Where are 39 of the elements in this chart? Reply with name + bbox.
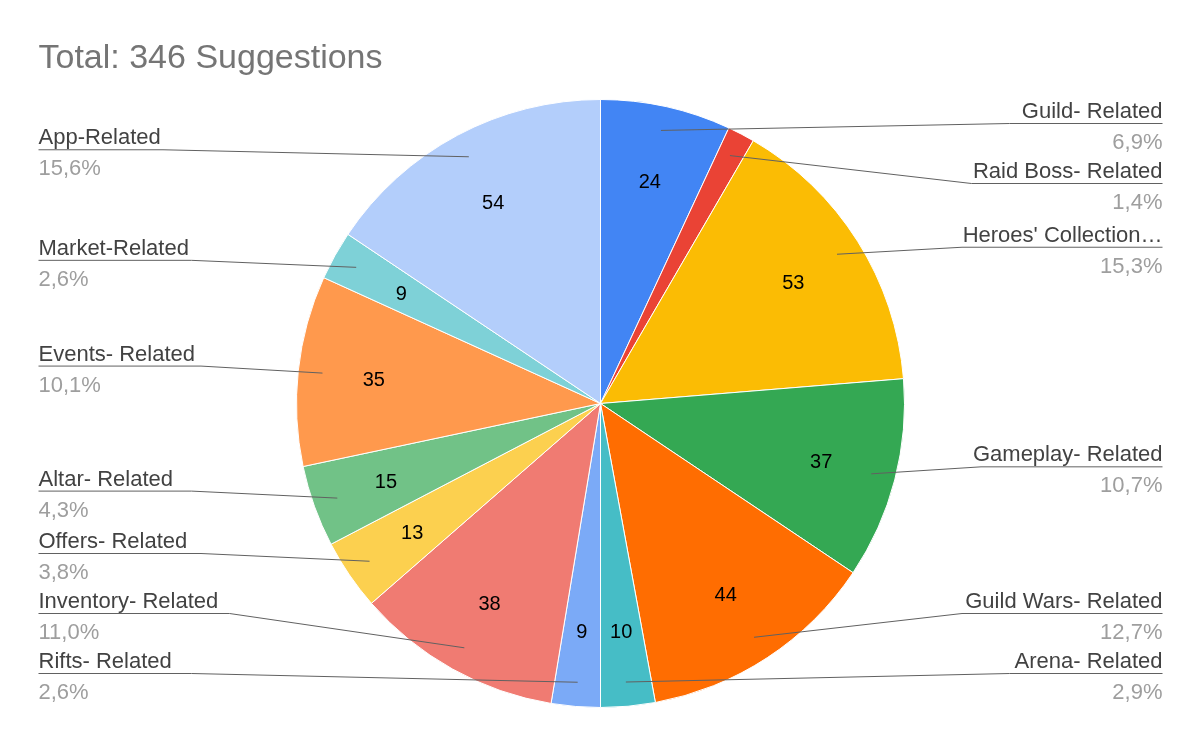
slice-label: Market-Related: [38, 234, 189, 260]
slice-label: Gameplay- Related: [972, 441, 1163, 467]
data-label: 13: [401, 521, 424, 544]
text: 2,6%: [38, 265, 89, 291]
data-label: 53: [782, 270, 805, 293]
data-label: 37: [810, 449, 833, 472]
text: 10,1%: [38, 371, 101, 397]
text: 2,6%: [38, 679, 89, 704]
data-label: 38: [478, 591, 501, 614]
slice-label: Rifts- Related: [38, 648, 172, 673]
text: 10,7%: [1100, 472, 1163, 498]
slice-label: Raid Boss- Related: [972, 158, 1163, 183]
text: 12,7%: [1100, 619, 1163, 644]
text: 11,0%: [38, 619, 100, 644]
data-label: 35: [362, 367, 385, 390]
slice-label: Heroes' Collection…: [962, 221, 1163, 247]
text: 4,3%: [38, 496, 89, 522]
slice-label: Offers- Related: [38, 528, 188, 553]
slice-label: Arena- Related: [1014, 648, 1163, 673]
data-label: 54: [482, 191, 505, 214]
data-label: 9: [395, 281, 407, 304]
text: 15,6%: [38, 155, 101, 181]
data-label: 15: [374, 469, 398, 492]
data-label: 24: [638, 169, 661, 192]
text: 2,9%: [1112, 679, 1163, 704]
data-label: 44: [714, 583, 737, 606]
data-label: 9: [576, 619, 588, 642]
text: 3,8%: [38, 559, 89, 584]
slice-label: Inventory- Related: [38, 588, 219, 613]
slice-label: Altar- Related: [38, 465, 174, 491]
text: 15,3%: [1100, 252, 1163, 278]
slice-label: Guild- Related: [1021, 98, 1163, 123]
chart-title: Total: 346 Suggestions: [38, 36, 383, 75]
text: 6,9%: [1112, 129, 1163, 154]
slice-label: Events- Related: [38, 340, 196, 366]
slice-label: App-Related: [38, 124, 161, 150]
data-label: 10: [610, 619, 633, 642]
slice-label: Guild Wars- Related: [965, 588, 1163, 613]
text: 1,4%: [1112, 189, 1163, 214]
